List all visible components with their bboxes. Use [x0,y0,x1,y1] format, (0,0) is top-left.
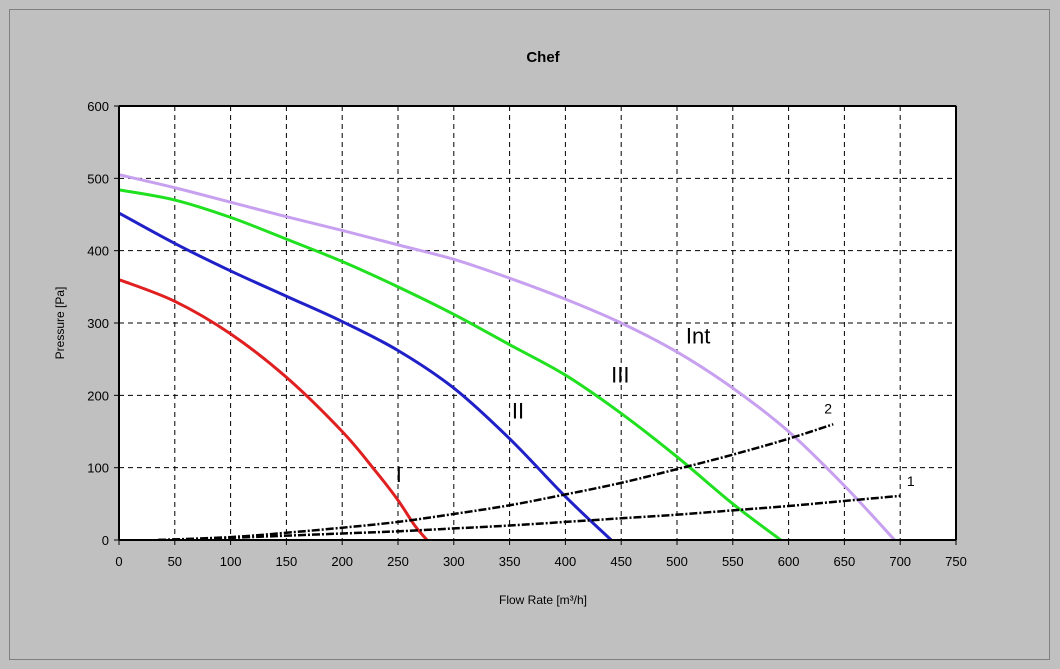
x-tick-label: 200 [331,554,353,569]
x-tick-label: 750 [945,554,967,569]
y-tick-label: 0 [102,533,109,548]
series-label-iii: III [611,362,629,387]
series-label-2: 2 [824,400,832,416]
x-tick-label: 100 [220,554,242,569]
x-tick-label: 150 [276,554,298,569]
chart-window: Chef 0 50 100 150 200 250 300 350 400 450 500 550 60… [9,9,1050,660]
series-line-iii [119,188,782,540]
series-label-int: Int [686,323,710,348]
y-tick-label: 300 [87,316,109,331]
x-tick-label: 300 [443,554,465,569]
x-tick-label: 500 [666,554,688,569]
y-tick-label: 200 [87,388,109,403]
y-tick-label: 100 [87,461,109,476]
x-tick-label: 650 [834,554,856,569]
x-tick-label: 550 [722,554,744,569]
axes-layer [114,105,957,545]
series-label-i: I [396,462,402,487]
x-tick-label: 50 [168,554,182,569]
x-tick-label: 350 [499,554,521,569]
y-tick-label: 500 [87,171,109,186]
x-tick-label: 700 [889,554,911,569]
y-axis-title: Pressure [Pa] [53,287,67,360]
series-label-1: 1 [907,473,915,489]
y-tick-label: 600 [87,99,109,114]
x-axis-title: Flow Rate [m³/h] [499,593,587,607]
y-tick-label: 400 [87,244,109,259]
y-tick-labels: 0 100 200 300 400 500 600 [87,99,109,548]
x-tick-label: 600 [778,554,800,569]
grid-lines [119,106,956,540]
chart-svg: Chef 0 50 100 150 200 250 300 350 400 450 500 550 60… [53,49,967,607]
series-line-i [119,278,429,540]
x-tick-labels: 0 50 100 150 200 250 300 350 400 450 500 550 600 650 7… [115,554,966,569]
x-tick-label: 400 [555,554,577,569]
series-line-1 [158,494,901,540]
series-line-ii [119,211,613,540]
series-line-2 [158,423,834,540]
chart-title: Chef [526,49,560,66]
x-tick-label: 450 [610,554,632,569]
x-tick-label: 0 [115,554,122,569]
curves-layer [119,173,901,540]
series-line-int [119,173,896,540]
series-label-ii: II [512,398,524,423]
x-tick-label: 250 [387,554,409,569]
